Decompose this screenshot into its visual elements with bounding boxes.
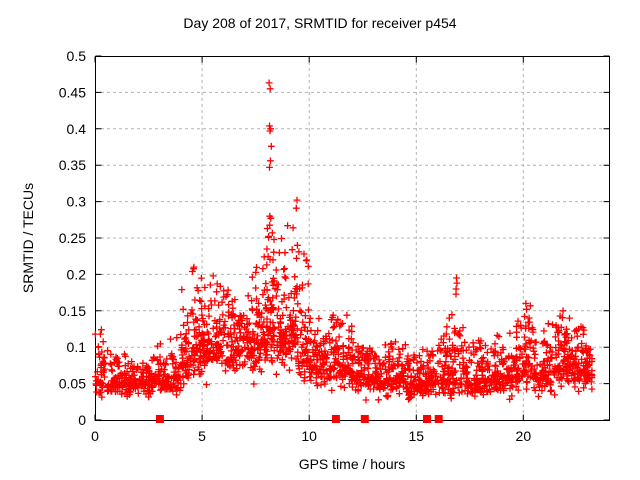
y-tick-label: 0.3 bbox=[67, 194, 87, 210]
data-points bbox=[92, 79, 596, 404]
x-tick-label: 15 bbox=[408, 428, 424, 444]
zero-value-squares bbox=[155, 415, 443, 423]
y-tick-label: 0.4 bbox=[67, 121, 87, 137]
x-tick-label: 20 bbox=[516, 428, 532, 444]
y-tick-label: 0.2 bbox=[67, 266, 87, 282]
y-tick-label: 0.15 bbox=[59, 303, 86, 319]
axis-ticks bbox=[94, 55, 610, 421]
chart-title: Day 208 of 2017, SRMTID for receiver p45… bbox=[183, 15, 457, 31]
gridlines bbox=[95, 56, 609, 420]
y-tick-label: 0.25 bbox=[59, 230, 86, 246]
x-axis-title: GPS time / hours bbox=[298, 456, 406, 472]
y-tick-label: 0.05 bbox=[59, 376, 86, 392]
y-tick-label: 0.35 bbox=[59, 157, 86, 173]
x-tick-label: 0 bbox=[91, 428, 99, 444]
y-tick-label: 0.5 bbox=[67, 48, 87, 64]
y-tick-label: 0.45 bbox=[59, 84, 86, 100]
y-tick-label: 0 bbox=[78, 412, 86, 428]
y-tick-label: 0.1 bbox=[67, 339, 87, 355]
x-tick-label: 10 bbox=[301, 428, 317, 444]
x-tick-label: 5 bbox=[198, 428, 206, 444]
